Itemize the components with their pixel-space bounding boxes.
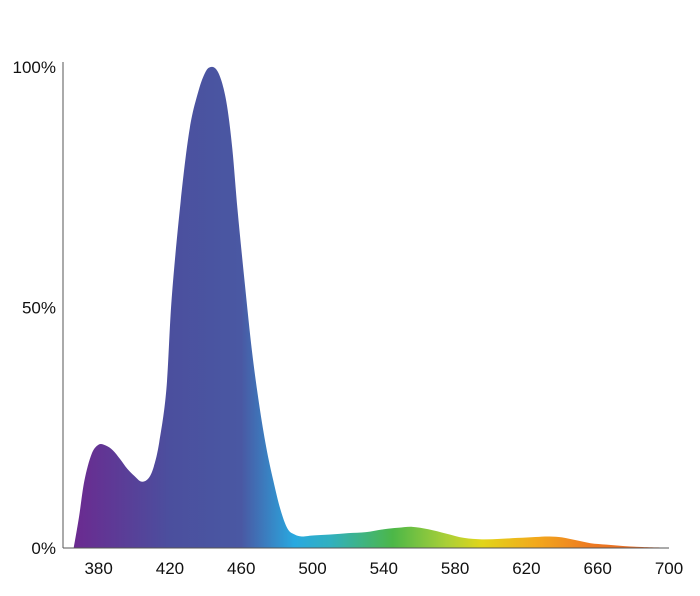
x-tick-label: 540 <box>370 559 398 578</box>
x-tick-label: 660 <box>584 559 612 578</box>
x-tick-label: 460 <box>227 559 255 578</box>
y-tick-label: 100% <box>13 58 56 77</box>
y-tick-labels: 0% 50% 100% <box>13 58 56 558</box>
spectrum-area <box>73 66 669 549</box>
x-tick-label: 620 <box>512 559 540 578</box>
x-tick-label: 380 <box>84 559 112 578</box>
y-tick-label: 0% <box>31 539 56 558</box>
y-tick-label: 50% <box>22 299 56 318</box>
x-tick-label: 500 <box>298 559 326 578</box>
x-tick-label: 420 <box>156 559 184 578</box>
x-tick-label: 580 <box>441 559 469 578</box>
x-tick-label: 700 <box>655 559 683 578</box>
x-tick-labels: 380 420 460 500 540 580 620 660 700 <box>84 559 683 578</box>
